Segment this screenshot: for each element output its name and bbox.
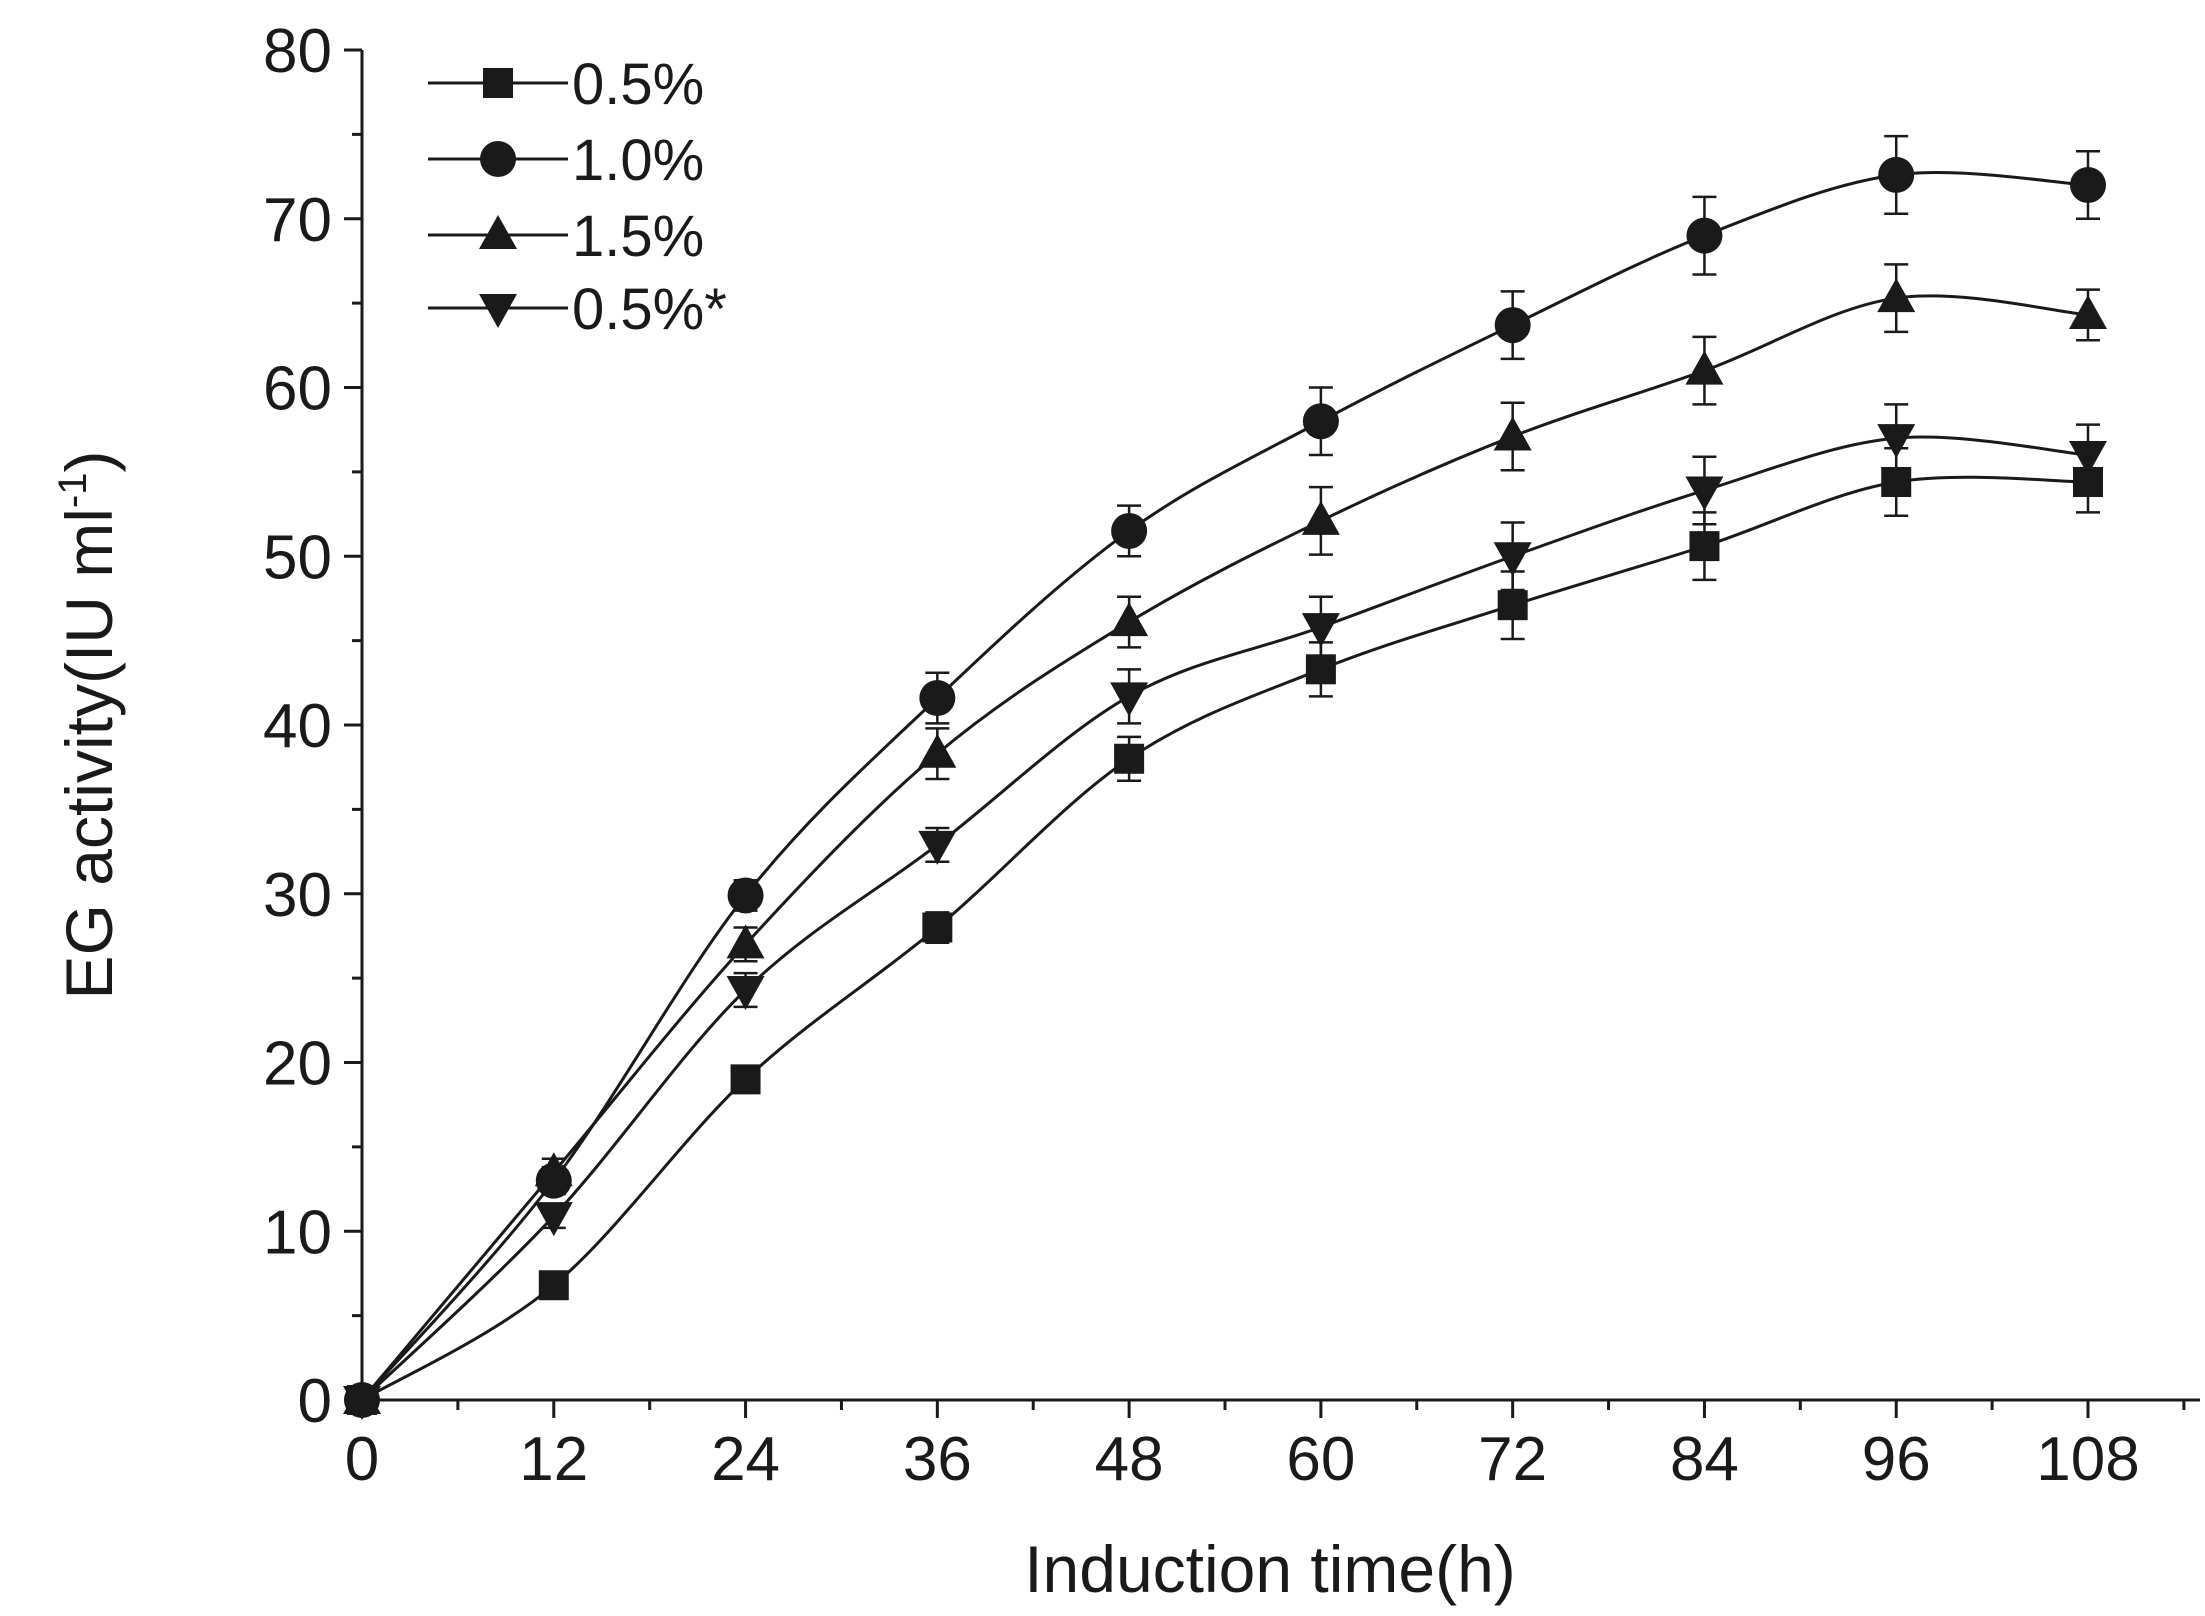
data-point-0-5	[1689, 531, 1720, 562]
data-point-0-5	[538, 1270, 569, 1301]
x-tick-label: 12	[519, 1425, 588, 1494]
data-point-0-5	[2069, 441, 2107, 475]
legend-label-1-5: 1.5%	[572, 204, 704, 269]
y-axis-title-close: )	[52, 451, 126, 473]
y-axis-title: EG activity(IU ml-1)	[51, 451, 126, 1000]
data-point-0-5	[1305, 654, 1336, 685]
y-tick-label: 70	[263, 186, 332, 255]
data-point-0-5	[922, 912, 953, 943]
y-axis-title-main: EG activity(IU ml	[52, 508, 126, 999]
legend: 0.5% 1.0% 1.5% 0.5%*	[428, 52, 727, 342]
data-point-1-5	[1493, 416, 1532, 451]
series-line-1-0	[360, 171, 2089, 1401]
data-point-1-0	[1686, 217, 1723, 254]
legend-marker-0-5	[479, 294, 517, 328]
ticks-layer: 0 12 24 36 48 60 72 84 96 108 0 10 20 30 40 50 60 70 80	[263, 17, 2186, 1494]
data-point-0-5	[1881, 467, 1912, 497]
data-point-0-5	[1497, 590, 1528, 621]
data-point-0-5	[1114, 743, 1145, 774]
data-point-0-5	[534, 1202, 573, 1237]
markers-layer	[343, 156, 2107, 1420]
legend-marker-1-0	[480, 141, 516, 177]
data-point-0-5	[726, 975, 765, 1010]
data-point-1-0	[2070, 167, 2106, 203]
data-point-0-5	[730, 1064, 761, 1095]
data-point-1-0	[1111, 512, 1148, 549]
series-line-1-5	[360, 294, 2089, 1401]
data-point-0-5	[1301, 613, 1340, 648]
x-tick-label: 96	[1862, 1425, 1931, 1494]
data-point-1-5	[1110, 602, 1149, 637]
x-tick-label: 24	[711, 1425, 780, 1494]
data-point-0-5	[1110, 682, 1149, 717]
legend-marker-1-5	[479, 215, 517, 249]
data-point-0-5	[1685, 476, 1724, 511]
data-point-1-5	[726, 924, 765, 959]
y-tick-label: 10	[263, 1198, 332, 1267]
data-point-1-0	[919, 680, 956, 716]
x-tick-label: 36	[903, 1425, 972, 1494]
x-tick-label: 60	[1286, 1425, 1355, 1494]
data-point-1-5	[1301, 500, 1340, 535]
x-tick-label: 72	[1478, 1425, 1547, 1494]
x-axis-title: Induction time(h)	[1024, 1532, 1516, 1606]
data-point-1-0	[727, 877, 764, 914]
x-tick-label: 48	[1095, 1425, 1164, 1494]
data-point-1-5	[2069, 294, 2107, 329]
errorbars-layer	[541, 134, 2100, 1299]
data-point-1-5	[918, 733, 957, 768]
x-tick-label: 84	[1670, 1425, 1739, 1494]
data-point-0-5	[1877, 424, 1916, 459]
data-point-0-5	[1493, 542, 1532, 577]
legend-label-0-5: 0.5%	[572, 52, 704, 117]
y-tick-label: 40	[263, 692, 332, 761]
data-point-1-5	[534, 1152, 573, 1187]
curves-layer	[360, 171, 2089, 1402]
data-point-1-0	[1878, 156, 1915, 193]
y-tick-label: 80	[263, 17, 332, 86]
y-axis-title-superscript: -1	[51, 473, 95, 509]
data-point-0-5	[918, 830, 957, 865]
data-point-1-5	[1877, 278, 1916, 313]
series-line-0-5	[360, 435, 2089, 1402]
legend-label-1-0: 1.0%	[572, 128, 704, 193]
legend-label-0-5: 0.5%*	[572, 277, 727, 342]
y-tick-label: 50	[263, 523, 332, 592]
y-tick-label: 60	[263, 355, 332, 424]
legend-marker-0-5	[483, 68, 513, 98]
series-line-0-5	[361, 475, 2089, 1402]
data-point-1-0	[1494, 307, 1531, 344]
data-point-1-5	[1685, 350, 1724, 385]
y-tick-label: 0	[298, 1367, 332, 1436]
x-tick-label: 0	[345, 1425, 379, 1494]
x-tick-label: 108	[2036, 1425, 2139, 1494]
y-tick-label: 20	[263, 1030, 332, 1099]
y-tick-label: 30	[263, 861, 332, 930]
data-point-1-0	[1302, 403, 1339, 440]
